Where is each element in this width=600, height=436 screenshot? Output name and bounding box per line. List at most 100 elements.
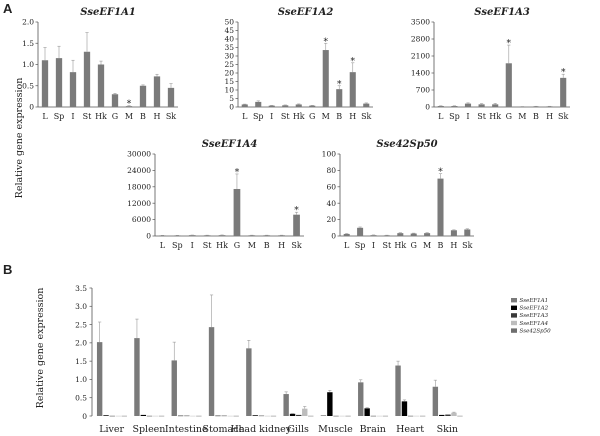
y-tick-label: 2100: [411, 52, 430, 61]
chart-tissue-expression: 0 0.5 1.0 1.5 2.0 2.5 3.0 3.5 Liver Spleen Intesti…: [75, 284, 551, 435]
y-tick-label: 40: [224, 35, 234, 44]
bar-L: [437, 106, 444, 107]
x-tick-label-H: H: [450, 241, 457, 250]
y-tick-label: 0: [229, 103, 234, 112]
bar-stomach-sseef1a1: [208, 327, 215, 416]
bar-heart-sseef1a1: [395, 365, 401, 416]
x-tick-label-Hk: Hk: [216, 241, 228, 250]
x-tick-label-St: St: [477, 112, 486, 121]
legend-label-sse42sp50: Sse42Sp50: [520, 328, 552, 334]
y-tick-label: 2800: [411, 35, 430, 44]
panel-b-label: B: [3, 262, 12, 277]
x-tick-label-Hk: Hk: [293, 112, 305, 121]
bar-G: [410, 233, 417, 236]
bar-M: [125, 106, 133, 107]
bar-L: [159, 235, 166, 237]
y-tick-label: 2.0: [22, 18, 34, 27]
x-tick-label-B: B: [533, 112, 539, 121]
significance-marker-Sk: *: [294, 206, 299, 216]
x-tick-label-St: St: [281, 112, 290, 121]
x-tick-label-Sp: Sp: [253, 112, 264, 121]
y-tick-label: 3500: [411, 18, 430, 27]
y-tick-label: 20: [326, 215, 336, 224]
bar-stomach-sseef1a2: [215, 415, 221, 417]
bar-spleen-sseef1a2: [140, 414, 147, 416]
legend-label-sseef1a4: SseEF1A4: [520, 321, 549, 327]
y-tick-label: 0: [425, 103, 430, 112]
chart-title-sseef1a2: SseEF1A2: [278, 7, 334, 18]
y-tick-label: 1.0: [22, 60, 34, 69]
y-tick-label: 30: [224, 52, 234, 61]
bar-head-kidney-sseef1a4: [264, 415, 271, 417]
bar-gills-sseef1a1: [283, 394, 289, 416]
legend-label-sseef1a3: SseEF1A3: [520, 313, 549, 319]
significance-marker-M: *: [127, 100, 132, 110]
bar-Sk: [167, 87, 175, 107]
bar-intestine-sse42sp50: [196, 415, 202, 417]
y-tick-label: 0: [82, 412, 87, 421]
bar-spleen-sse42sp50: [158, 415, 165, 417]
bar-St: [383, 235, 390, 236]
legend-label-sseef1a2: SseEF1A2: [520, 306, 549, 312]
x-tick-label-Sp: Sp: [172, 241, 183, 250]
bar-H: [349, 72, 356, 107]
bar-B: [139, 85, 147, 107]
chart-sse42sp50: Sse42Sp50 0 20 40 60 80 100 L Sp I St Hk G M * B H Sk: [322, 139, 474, 250]
bar-B: [263, 235, 271, 236]
panel-a-y-axis-label: Relative gene expression: [14, 78, 25, 199]
x-tick-label-St: St: [83, 112, 92, 121]
bar-brain-sseef1a4: [376, 415, 383, 417]
bar-brain-sseef1a2: [364, 408, 370, 416]
bar-skin-sseef1a3: [445, 414, 451, 416]
bar-intestine-sseef1a1: [171, 360, 177, 416]
chart-sseef1a4: SseEF1A4 0 6000 12000 18000 24000 30000 L Sp I St H…: [127, 139, 304, 250]
chart-title-sseef1a3: SseEF1A3: [474, 7, 530, 18]
legend-swatch-sseef1a3: [511, 313, 517, 318]
bar-Sp: [451, 106, 458, 107]
x-tick-label-spleen: Spleen: [132, 424, 165, 435]
bar-skin-sseef1a4: [451, 412, 457, 416]
bar-skin-sseef1a1: [432, 386, 439, 416]
x-tick-label-H: H: [546, 112, 553, 121]
y-tick-label: 35: [224, 43, 234, 52]
bar-Sk: [464, 229, 471, 236]
bar-stomach-sse42sp50: [233, 415, 239, 417]
bar-Sk: [293, 214, 300, 236]
legend-swatch-sseef1a1: [511, 298, 517, 303]
panel-a-label: A: [3, 1, 13, 16]
significance-marker-Sk: *: [561, 68, 566, 78]
x-tick-label-M: M: [518, 112, 526, 121]
bar-muscle-sseef1a4: [339, 415, 345, 417]
y-tick-label: 100: [322, 150, 337, 159]
y-tick-label: 15: [224, 77, 234, 86]
bar-Hk: [397, 233, 404, 236]
x-tick-label-M: M: [423, 241, 431, 250]
x-tick-label-Sk: Sk: [462, 241, 472, 250]
x-tick-label-gills: Gills: [287, 424, 309, 435]
x-tick-label-B: B: [438, 241, 444, 250]
x-tick-label-B: B: [264, 241, 270, 250]
bar-G: [233, 188, 241, 236]
bar-L: [343, 233, 350, 236]
bar-Sk: [363, 103, 370, 107]
bar-Sp: [173, 235, 181, 237]
y-tick-label: 6000: [132, 215, 151, 224]
y-tick-label: 50: [224, 18, 234, 27]
bar-H: [278, 235, 286, 236]
x-tick-label-L: L: [438, 112, 444, 121]
x-tick-label-Hk: Hk: [394, 241, 406, 250]
y-tick-label: 1.5: [22, 39, 34, 48]
bar-B: [532, 106, 540, 107]
bar-St: [478, 104, 485, 107]
bar-intestine-sseef1a3: [184, 415, 190, 417]
x-tick-label-Hk: Hk: [489, 112, 501, 121]
y-tick-label: 0.5: [22, 81, 34, 90]
bar-H: [546, 106, 553, 107]
x-tick-label-skin: Skin: [437, 424, 458, 435]
bar-spleen-sseef1a3: [146, 415, 153, 417]
bar-heart-sseef1a4: [413, 415, 420, 417]
x-tick-label-I: I: [191, 241, 194, 250]
y-tick-label: 18000: [127, 182, 151, 191]
bar-stomach-sseef1a4: [227, 415, 233, 417]
x-tick-label-G: G: [309, 112, 315, 121]
